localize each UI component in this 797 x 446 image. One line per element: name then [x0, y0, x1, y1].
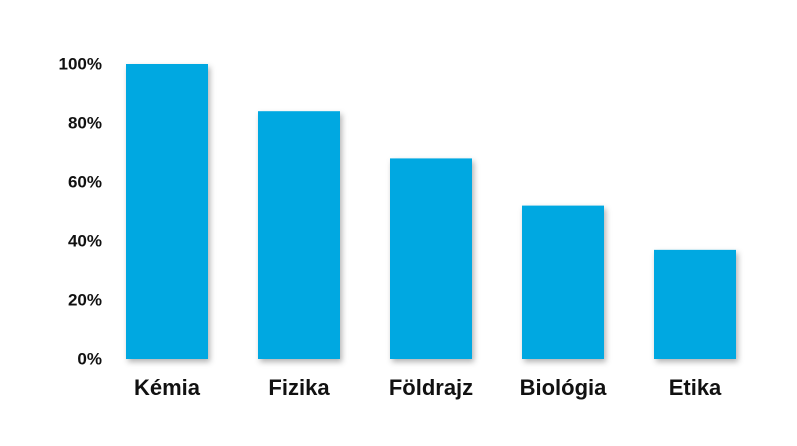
bar [126, 64, 208, 359]
x-tick-label: Biológia [520, 375, 608, 400]
x-tick-label: Kémia [134, 375, 201, 400]
y-tick-label: 60% [68, 172, 102, 191]
y-tick-label: 20% [68, 290, 102, 309]
y-tick-label: 100% [59, 54, 102, 73]
bar [522, 205, 604, 359]
x-tick-label: Etika [669, 375, 722, 400]
x-tick-label: Fizika [268, 375, 330, 400]
x-tick-label: Földrajz [389, 375, 473, 400]
y-tick-label: 80% [68, 113, 102, 132]
bar [258, 111, 340, 359]
y-tick-label: 0% [77, 349, 102, 368]
bar [654, 249, 736, 359]
bar [390, 158, 472, 359]
y-tick-label: 40% [68, 231, 102, 250]
